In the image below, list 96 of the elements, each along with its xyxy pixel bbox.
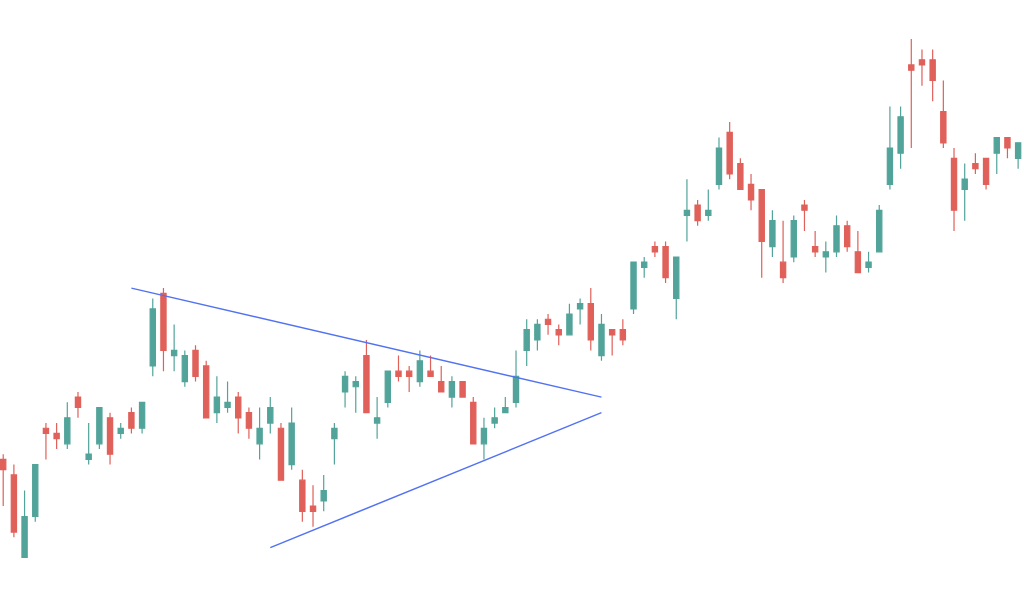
candlestick — [224, 380, 231, 414]
candlestick — [908, 39, 915, 149]
candlestick — [587, 287, 595, 351]
candlestick — [96, 406, 103, 450]
candlestick — [502, 396, 509, 414]
candlestick — [85, 422, 92, 466]
candlestick — [416, 349, 424, 388]
candlestick — [854, 230, 862, 274]
candlestick — [491, 406, 498, 429]
candlestick — [42, 422, 50, 460]
candlestick — [769, 209, 776, 258]
candlestick — [10, 463, 18, 538]
candlestick — [918, 48, 926, 87]
candlestick — [940, 79, 947, 149]
candlestick — [352, 375, 359, 414]
candlestick — [53, 422, 60, 450]
candlestick — [384, 370, 392, 409]
candlestick — [811, 230, 819, 258]
candlestick — [747, 173, 755, 211]
candlestick — [705, 188, 712, 222]
candlestick — [876, 204, 883, 253]
candlestick — [1014, 142, 1022, 170]
candlestick — [630, 261, 637, 315]
candlestick — [886, 105, 894, 191]
candlestick — [715, 137, 723, 191]
candlestick — [662, 240, 669, 284]
candlestick — [512, 349, 520, 409]
candlestick — [160, 287, 167, 372]
candlestick — [267, 396, 274, 435]
candlestick — [427, 354, 434, 377]
candlestick — [320, 474, 327, 512]
candlestick — [555, 323, 562, 346]
candlestick — [480, 417, 488, 460]
candlestick — [331, 422, 338, 466]
candlestick — [790, 214, 797, 263]
candlestick — [363, 339, 370, 414]
candlestick — [192, 344, 199, 383]
candlestick — [309, 484, 317, 528]
candlestick — [726, 121, 733, 180]
candlestick — [929, 48, 936, 102]
candlestick — [299, 469, 306, 523]
candlestick — [256, 406, 263, 460]
candlestick — [395, 354, 402, 383]
candlestick — [32, 463, 39, 523]
candlestick — [544, 313, 552, 336]
candlestick — [202, 360, 210, 419]
candlestick — [1004, 137, 1011, 159]
candlestick — [245, 406, 253, 440]
candlestick — [651, 240, 659, 258]
candlestick — [576, 297, 584, 326]
candlestick — [683, 178, 691, 243]
candlestick — [534, 318, 541, 351]
candlestick — [758, 188, 765, 279]
candlestick — [737, 157, 744, 191]
candlestick — [608, 329, 616, 357]
candlestick — [213, 375, 221, 424]
candlestick — [149, 297, 156, 377]
candlestick — [373, 396, 381, 440]
candlestick — [833, 214, 840, 258]
candlestick — [897, 105, 904, 170]
candlestick — [694, 199, 701, 227]
candlestick — [779, 220, 787, 284]
candlestick — [341, 370, 349, 409]
candlestick — [982, 157, 990, 191]
candlestick — [438, 365, 445, 393]
candlestick — [117, 422, 124, 440]
candlestick — [74, 391, 82, 419]
candlestick — [64, 401, 71, 450]
candlestick — [106, 412, 114, 466]
candlestick — [181, 349, 189, 388]
candlestick — [470, 396, 477, 445]
candlestick — [598, 313, 605, 362]
candlestick — [405, 365, 413, 393]
candlestick — [972, 152, 979, 175]
candlestick — [235, 391, 242, 435]
candlestick — [822, 240, 830, 274]
candlestick — [170, 323, 178, 372]
candlestick — [961, 162, 968, 222]
candlestick — [993, 137, 1000, 175]
candlestick — [128, 406, 135, 435]
candlestick — [566, 303, 573, 336]
candlestick — [640, 256, 648, 279]
candlestick — [619, 318, 627, 346]
candlestick — [523, 318, 530, 367]
candlestick — [138, 401, 146, 435]
candlestick — [673, 256, 680, 320]
candlestick — [950, 147, 958, 232]
candlestick — [459, 380, 466, 398]
candlestick — [843, 220, 851, 253]
candlestick — [0, 453, 7, 507]
candlestick — [21, 489, 28, 558]
candlestick — [288, 406, 295, 471]
candlestick — [865, 251, 872, 274]
candlestick — [448, 375, 456, 409]
candlestick — [277, 422, 285, 481]
candlestick — [801, 199, 808, 232]
